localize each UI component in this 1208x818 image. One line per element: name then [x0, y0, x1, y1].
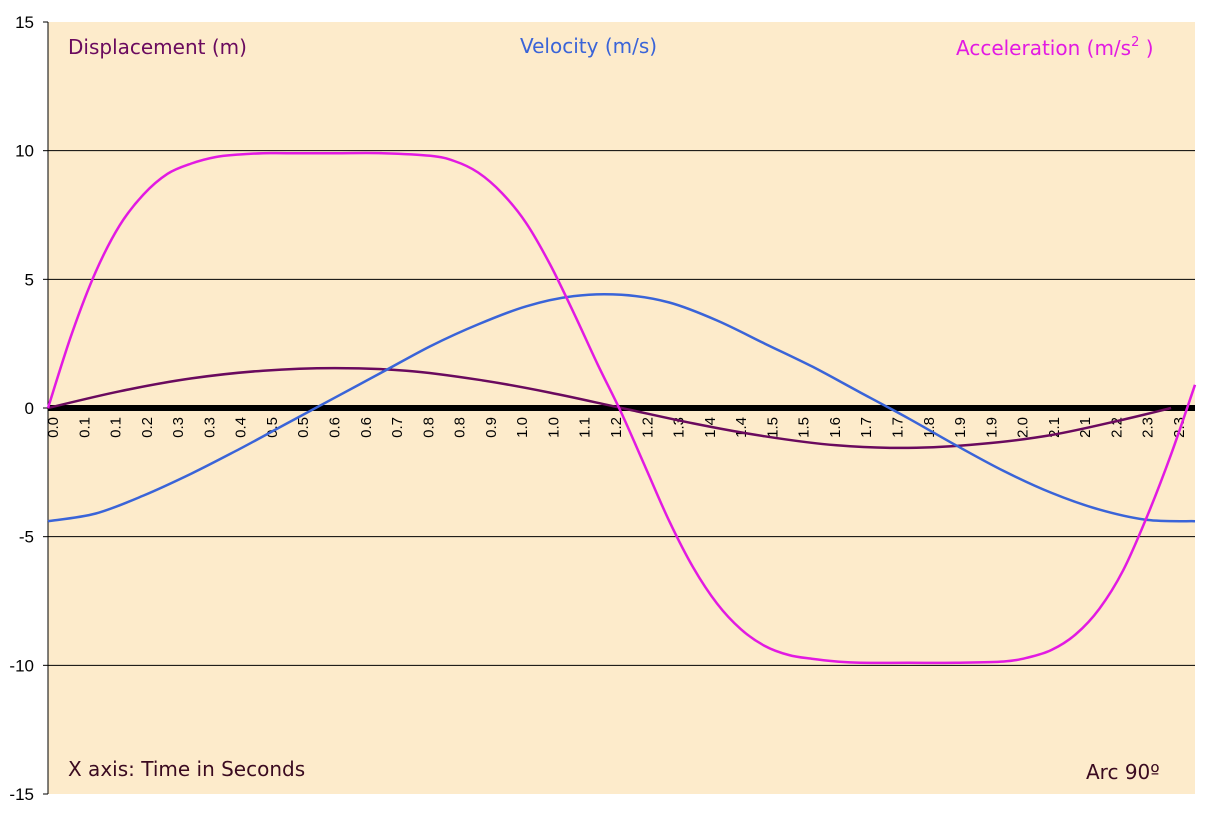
- legend-acceleration-label: Acceleration (m/s: [956, 36, 1131, 60]
- legend-displacement: Displacement (m): [68, 35, 247, 59]
- legend-acceleration-close: ): [1139, 36, 1153, 60]
- x-tick-label: 0.9: [483, 417, 500, 438]
- x-tick-label: 1.5: [796, 417, 813, 438]
- x-tick-label: 1.1: [577, 417, 594, 438]
- x-tick-label: 0.8: [452, 417, 469, 438]
- x-tick-label: 1.9: [952, 417, 969, 438]
- x-tick-label: 0.0: [45, 417, 62, 438]
- legend-acceleration-superscript: 2: [1131, 35, 1139, 50]
- arc-annotation: Arc 90º: [1086, 760, 1160, 784]
- acceleration-line: [46, 151, 1197, 665]
- x-tick-label: 0.3: [201, 417, 218, 438]
- series-lines: [46, 151, 1197, 665]
- velocity-line: [47, 292, 1196, 523]
- y-tick-label: 0: [25, 399, 34, 418]
- x-tick-label: 2.0: [1015, 417, 1032, 438]
- x-tick-label: 0.6: [327, 417, 344, 438]
- x-tick-label: 0.2: [139, 417, 156, 438]
- x-tick-label: 0.6: [358, 417, 375, 438]
- x-tick-label: 1.0: [514, 417, 531, 438]
- x-tick-label: 1.7: [890, 417, 907, 438]
- x-tick-label: 0.4: [233, 417, 250, 438]
- y-tick-label: 5: [25, 270, 34, 289]
- y-tick-label: 10: [15, 142, 34, 161]
- x-tick-label: 2.3: [1140, 417, 1157, 438]
- x-tick-label: 1.7: [858, 417, 875, 438]
- legend-velocity: Velocity (m/s): [520, 34, 657, 58]
- x-tick-label: 1.0: [545, 417, 562, 438]
- x-tick-label: 1.9: [983, 417, 1000, 438]
- y-tick-label: -15: [9, 785, 34, 804]
- y-tick-label: 15: [15, 13, 34, 32]
- x-tick-label: 1.5: [764, 417, 781, 438]
- x-tick-label: 1.2: [608, 417, 625, 438]
- displacement-line: [47, 366, 1172, 450]
- x-axis-ticks: 0.0 0.1 0.1 0.2 0.3 0.3 0.4 0.5 0.5 0.6 0.6 0.7 0.8 0…: [45, 417, 1188, 438]
- x-tick-label: 0.5: [295, 417, 312, 438]
- x-tick-label: 0.1: [76, 417, 93, 438]
- x-tick-label: 0.3: [170, 417, 187, 438]
- x-axis-title: X axis: Time in Seconds: [68, 757, 305, 781]
- y-tick-label: -5: [19, 528, 34, 547]
- x-tick-label: 0.8: [420, 417, 437, 438]
- y-axis-ticks: 15 10 5 0 -5 -10 -15: [9, 13, 48, 804]
- y-tick-label: -10: [9, 656, 34, 675]
- x-tick-label: 0.1: [108, 417, 125, 438]
- x-tick-label: 1.2: [639, 417, 656, 438]
- x-tick-label: 1.6: [827, 417, 844, 438]
- legend-acceleration: Acceleration (m/s2 ): [956, 35, 1154, 60]
- x-tick-label: 0.7: [389, 417, 406, 438]
